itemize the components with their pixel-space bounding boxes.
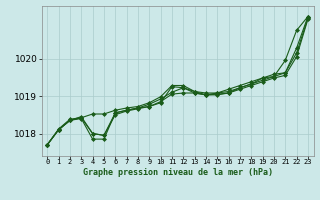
X-axis label: Graphe pression niveau de la mer (hPa): Graphe pression niveau de la mer (hPa) — [83, 168, 273, 177]
